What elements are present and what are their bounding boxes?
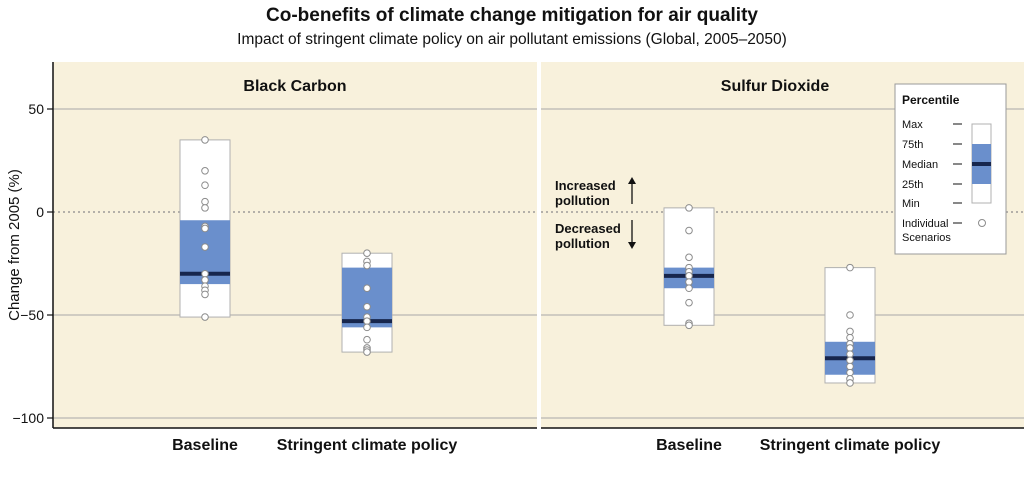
scenario-point <box>363 249 371 257</box>
chart-title: Co-benefits of climate change mitigation… <box>266 5 758 26</box>
scenario-point <box>201 276 209 284</box>
scenario-point <box>363 261 371 270</box>
scenario-point <box>201 290 209 299</box>
panel-title: Sulfur Dioxide <box>721 78 830 95</box>
scenario-point <box>363 335 371 344</box>
up-arrowhead-icon <box>628 177 636 184</box>
y-tick-label: −50 <box>20 307 44 323</box>
scenario-point <box>685 226 693 235</box>
scenario-point <box>201 270 209 278</box>
category-label: Baseline <box>172 437 238 454</box>
category-label: Stringent climate policy <box>760 437 941 454</box>
legend-item-label: 75th <box>902 139 923 151</box>
scenario-point <box>201 313 209 321</box>
scenario-point <box>685 278 693 286</box>
scenario-point <box>363 323 371 332</box>
scenario-point <box>846 311 854 319</box>
legend-item-label: Min <box>902 198 920 210</box>
annotation-decreased-line1: Decreased <box>555 221 621 236</box>
scenario-point <box>201 204 209 212</box>
scenario-point <box>846 368 854 377</box>
scenario-point <box>846 379 854 387</box>
scenario-point <box>685 321 693 330</box>
legend-item-label: 25th <box>902 179 923 191</box>
y-tick-label: 50 <box>28 101 44 117</box>
annotation-decreased-line2: pollution <box>555 236 610 251</box>
scenario-point <box>363 284 371 293</box>
y-tick-label: 0 <box>36 204 44 220</box>
y-axis-label: Change from 2005 (%) <box>6 169 23 321</box>
scenario-point <box>846 344 854 352</box>
legend-item-label: Max <box>902 119 923 131</box>
legend-item-label: Median <box>902 159 938 171</box>
scenario-point <box>363 348 371 356</box>
scenario-point <box>685 284 693 293</box>
scenario-point <box>846 333 854 342</box>
legend-scenario-point <box>978 219 986 227</box>
annotation-increased-line1: Increased <box>555 178 616 193</box>
scenario-point <box>846 263 854 272</box>
scenario-point <box>363 317 371 325</box>
panel-title: Black Carbon <box>243 78 346 95</box>
scenario-point <box>846 362 854 371</box>
scenario-point <box>685 253 693 262</box>
panel-background-0 <box>53 62 537 428</box>
scenario-point <box>201 224 209 233</box>
scenario-point <box>201 167 209 175</box>
category-label: Stringent climate policy <box>277 437 458 454</box>
scenario-point <box>846 350 854 358</box>
scenario-point <box>201 197 209 206</box>
category-label: Baseline <box>656 437 722 454</box>
down-arrowhead-icon <box>628 242 636 249</box>
scenario-point <box>201 136 209 144</box>
legend-title: Percentile <box>902 93 960 107</box>
scenario-point <box>201 243 209 251</box>
scenario-point <box>685 272 693 280</box>
scenario-point <box>685 298 693 307</box>
scenario-point <box>846 356 854 365</box>
annotation-increased-line2: pollution <box>555 193 610 208</box>
scenario-point <box>363 302 371 311</box>
scenario-point <box>201 181 209 190</box>
chart-subtitle: Impact of stringent climate policy on ai… <box>237 31 787 48</box>
scenario-point <box>685 204 693 212</box>
legend-scenario-label-line2: Scenarios <box>902 232 951 244</box>
legend-scenario-label-line1: Individual <box>902 218 948 230</box>
scenario-point <box>846 327 854 336</box>
y-tick-label: −100 <box>12 410 44 426</box>
